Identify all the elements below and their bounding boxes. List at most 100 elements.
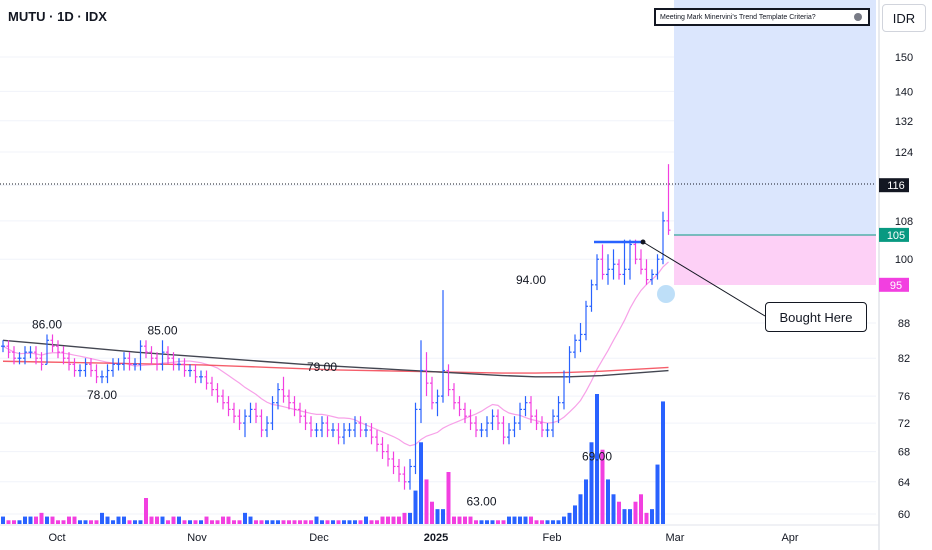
volume-bar	[56, 520, 60, 524]
ohlc-bar	[336, 423, 341, 445]
ohlc-bar	[331, 423, 335, 438]
ohlc-bar	[501, 416, 506, 445]
ohlc-bar	[127, 352, 132, 371]
ohlc-bar	[292, 396, 297, 417]
price-tick-label: 132	[895, 116, 913, 128]
price-axis[interactable]: 150 140 132 124 108 100 88 82 76 72 68 64 60	[895, 52, 913, 521]
price-annotation: 85.00	[147, 323, 177, 337]
volume-bar	[133, 520, 137, 524]
volume-bar	[100, 512, 104, 524]
volume-bar	[534, 520, 539, 524]
volume-bar	[166, 520, 170, 524]
ohlc-bar	[138, 340, 143, 371]
volume-bar	[606, 479, 610, 524]
volume-bar	[50, 516, 55, 524]
volume-bar	[28, 516, 33, 524]
entry-marker	[657, 285, 675, 303]
ohlc-bar	[160, 340, 165, 371]
price-tick-label: 76	[898, 391, 910, 403]
ohlc-bar	[298, 402, 302, 424]
price-tick-label: 64	[898, 477, 910, 489]
symbol-title[interactable]: MUTU · 1D · IDX	[8, 9, 107, 24]
price-annotation: 78.00	[87, 388, 117, 402]
volume-bar	[419, 442, 423, 524]
price-annotation: 94.00	[516, 273, 546, 287]
ohlc-bar	[149, 346, 154, 365]
volume-bar	[138, 520, 143, 524]
ohlc-bar	[430, 376, 434, 410]
volume-bar	[254, 520, 258, 524]
currency-button[interactable]: IDR	[882, 4, 926, 32]
time-tick-label: 2025	[424, 532, 448, 544]
volume-bar	[479, 520, 484, 524]
ohlc-bar	[457, 396, 462, 417]
ohlc-bar	[243, 409, 247, 438]
ohlc-bar	[314, 423, 319, 438]
volume-bar	[556, 520, 561, 524]
ohlc-bar	[622, 239, 627, 285]
ohlc-bar	[177, 358, 181, 371]
ohlc-bar	[182, 358, 187, 377]
volume-bar	[243, 512, 247, 524]
moving-averages	[2, 261, 669, 447]
ohlc-bar	[276, 383, 280, 410]
volume-bars	[1, 394, 665, 524]
ohlc-bar	[534, 409, 539, 431]
ohlc-bar	[397, 458, 401, 482]
ohlc-bar	[485, 416, 489, 438]
volume-bar	[501, 520, 506, 524]
price-annotation: 63.00	[466, 495, 496, 509]
ohlc-bar	[523, 396, 528, 417]
ohlc-bar	[67, 352, 71, 371]
volume-bar	[446, 472, 451, 524]
volume-bar	[496, 520, 500, 524]
ohlc-bar	[479, 423, 484, 438]
ma-fast-line	[2, 261, 669, 447]
criteria-indicator[interactable]: Meeting Mark Minervini's Trend Template …	[654, 8, 870, 26]
ohlc-bar	[375, 430, 379, 452]
volume-bar	[589, 442, 594, 524]
volume-bar	[78, 520, 82, 524]
ohlc-bar	[259, 409, 264, 438]
ohlc-bar	[166, 346, 170, 365]
volume-bar	[292, 520, 297, 524]
volume-bar	[342, 520, 346, 524]
price-annotation: 69.00	[582, 449, 612, 463]
ohlc-bar	[413, 402, 418, 475]
ohlc-bar	[226, 396, 231, 417]
ohlc-bar	[6, 340, 11, 359]
volume-bar	[523, 516, 528, 524]
volume-bar	[650, 509, 654, 524]
volume-bar	[160, 516, 165, 524]
volume-bar	[639, 494, 643, 524]
price-annotation: 79.00	[307, 360, 337, 374]
ohlc-bar	[446, 364, 451, 397]
volume-bar	[61, 520, 66, 524]
volume-bar	[149, 516, 154, 524]
ohlc-bar	[45, 334, 49, 365]
ohlc-bar	[386, 444, 390, 467]
volume-bar	[457, 516, 462, 524]
volume-bar	[347, 520, 352, 524]
volume-bar	[380, 516, 385, 524]
volume-bar	[369, 520, 374, 524]
volume-bar	[628, 509, 632, 524]
ohlc-bar	[441, 290, 445, 403]
volume-bar	[105, 516, 110, 524]
time-axis[interactable]: Oct Nov Dec 2025 Feb Mar Apr	[48, 532, 798, 544]
price-tick-label: 108	[895, 216, 913, 228]
volume-bar	[39, 512, 44, 524]
volume-bar	[551, 520, 555, 524]
volume-bar	[210, 520, 214, 524]
volume-bar	[490, 520, 495, 524]
pivot-drawing	[594, 239, 766, 317]
ohlc-bar	[210, 376, 214, 397]
ohlc-bar	[50, 334, 55, 353]
ohlc-bar	[380, 437, 385, 459]
volume-bar	[12, 520, 16, 524]
ohlc-bar	[303, 409, 308, 431]
ohlc-bar	[606, 254, 610, 285]
volume-bar	[303, 520, 308, 524]
volume-bar	[221, 516, 225, 524]
